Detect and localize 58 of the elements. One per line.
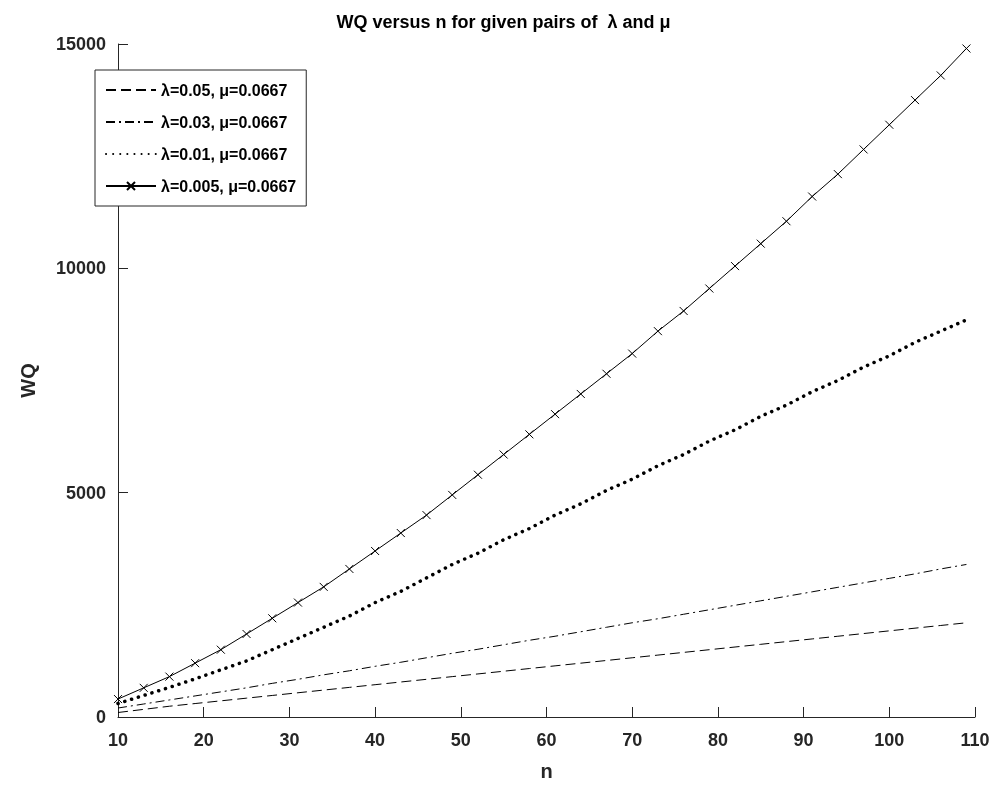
- point: [961, 43, 971, 53]
- x-tick-label: 100: [874, 730, 905, 750]
- x-tick-label: 50: [450, 730, 471, 750]
- point: [627, 349, 637, 359]
- point: [447, 490, 457, 500]
- point: [704, 284, 714, 294]
- point: [833, 169, 843, 179]
- point: [499, 450, 509, 460]
- point: [216, 645, 226, 655]
- x-tick-label: 70: [622, 730, 643, 750]
- point: [576, 389, 586, 399]
- legend-label: λ=0.01, μ=0.0667: [161, 145, 288, 163]
- point: [473, 470, 483, 480]
- point: [936, 70, 946, 80]
- x-tick-label: 60: [536, 730, 557, 750]
- point: [319, 582, 329, 592]
- point: [859, 144, 869, 154]
- point: [370, 546, 380, 556]
- x-tick-label: 20: [193, 730, 214, 750]
- x-tick-label: 10: [107, 730, 129, 750]
- x-tick-label: 30: [279, 730, 300, 750]
- point: [884, 120, 894, 130]
- legend-label: λ=0.005, μ=0.0667: [161, 177, 297, 195]
- point: [653, 326, 663, 336]
- y-tick-label: 5000: [65, 482, 106, 503]
- point: [781, 216, 791, 226]
- point: [293, 598, 303, 608]
- x-tick-label: 90: [793, 730, 814, 750]
- point: [344, 564, 354, 574]
- legend-label: λ=0.05, μ=0.0667: [161, 81, 288, 99]
- x-axis-title: n: [540, 760, 553, 782]
- point: [267, 613, 277, 623]
- point: [550, 409, 560, 419]
- y-tick-label: 10000: [55, 258, 106, 279]
- y-tick-label: 0: [95, 707, 106, 727]
- line-series: [117, 563, 967, 709]
- x-tick-label: 40: [365, 730, 386, 750]
- point: [910, 95, 920, 105]
- point: [242, 629, 252, 639]
- point: [190, 658, 200, 668]
- point: [601, 369, 611, 379]
- chart-title: WQ versus n for given pairs of λ and μ: [336, 12, 671, 32]
- point: [113, 694, 123, 704]
- point: [807, 192, 817, 202]
- y-axis-title: WQ: [17, 363, 39, 398]
- legend-label: λ=0.03, μ=0.0667: [161, 113, 288, 131]
- point: [396, 528, 406, 538]
- point: [164, 672, 174, 682]
- point: [524, 429, 534, 439]
- x-tick-label: 110: [960, 730, 990, 750]
- point: [422, 510, 432, 520]
- x-tick-label: 80: [707, 730, 728, 750]
- point: [756, 239, 766, 249]
- point: [730, 261, 740, 271]
- line-series: [116, 318, 969, 706]
- y-tick-label: 15000: [55, 34, 106, 54]
- point: [139, 683, 149, 693]
- point: [679, 306, 689, 316]
